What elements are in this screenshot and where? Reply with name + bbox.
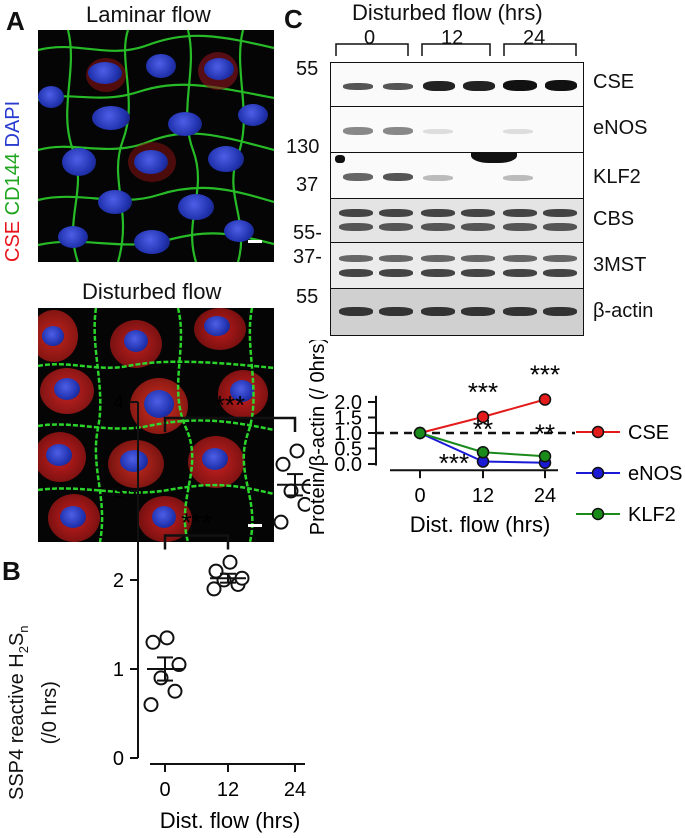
ylabel-sub1: 2 bbox=[16, 646, 31, 654]
x-axis-title: Dist. flow (hrs) bbox=[410, 512, 551, 537]
protein-label-enos: eNOS bbox=[593, 117, 648, 139]
data-point bbox=[171, 657, 187, 673]
sig-label-klf2-24: ** bbox=[535, 418, 555, 448]
blot-cse bbox=[330, 62, 584, 108]
data-point-cse bbox=[538, 393, 552, 406]
blot-klf2 bbox=[330, 152, 584, 200]
legend-marker-cse bbox=[591, 425, 605, 439]
blot-header: Disturbed flow (hrs) bbox=[352, 0, 543, 25]
sig-label-enos-12: *** bbox=[439, 448, 469, 478]
data-point bbox=[143, 697, 159, 713]
legend-label-cse: CSE bbox=[628, 422, 669, 444]
disturbed-junction-network bbox=[38, 308, 274, 542]
protein-label-klf2: KLF2 bbox=[593, 166, 641, 188]
timepoint-24-label: 24 bbox=[523, 27, 546, 49]
data-point bbox=[222, 554, 238, 570]
y-axis-title: Protein/β-actin (/ 0hrs) bbox=[307, 340, 329, 535]
x-axis-title: Dist. flow (hrs) bbox=[160, 808, 301, 833]
x-tick-label: 24 bbox=[534, 485, 556, 507]
blot-beta-actin bbox=[330, 288, 584, 336]
data-point bbox=[275, 456, 291, 472]
x-tick-label: 12 bbox=[472, 485, 494, 507]
data-point bbox=[159, 630, 175, 646]
legend-marker-enos bbox=[591, 466, 605, 480]
ylabel-line2: (/0 hrs) bbox=[39, 681, 61, 745]
panel-c-letter: C bbox=[284, 4, 303, 34]
ylabel-sub2: n bbox=[16, 625, 31, 633]
sig-bracket-0-24 bbox=[163, 416, 297, 433]
legend-label-enos: eNOS bbox=[628, 463, 682, 485]
y-tick-label: 2.0 bbox=[334, 392, 362, 414]
x-tick-label: 0 bbox=[414, 485, 425, 507]
mw-marker-beta-actin: 55 bbox=[296, 286, 319, 308]
x-tick-label: 12 bbox=[217, 779, 239, 801]
protein-label-beta-actin: β-actin bbox=[593, 300, 654, 322]
stain-cd144-label: CD144 bbox=[2, 153, 24, 216]
sig-label-0-12: *** bbox=[181, 508, 211, 538]
sig-label-cse-12: *** bbox=[468, 377, 498, 407]
data-point-klf2 bbox=[413, 426, 427, 440]
blot-cbs bbox=[330, 198, 584, 244]
x-tick-label: 24 bbox=[284, 779, 306, 801]
mw-marker-klf2: 37 bbox=[296, 174, 319, 196]
scale-bar-top bbox=[248, 240, 262, 243]
x-tick-label: 0 bbox=[159, 779, 170, 801]
y-tick-label: 4 bbox=[113, 392, 124, 414]
disturbed-flow-micrograph bbox=[38, 308, 274, 542]
stain-cse-label: CSE bbox=[2, 220, 24, 262]
protein-label-3mst: 3MST bbox=[593, 254, 647, 276]
blot-enos bbox=[330, 106, 584, 154]
data-point-cse bbox=[476, 410, 490, 424]
data-point bbox=[206, 581, 222, 597]
protein-label-cse: CSE bbox=[593, 71, 635, 93]
laminar-flow-title: Laminar flow bbox=[86, 2, 211, 27]
mw-marker-3mst: 37- bbox=[293, 246, 322, 268]
y-tick-label: 2 bbox=[113, 570, 124, 592]
laminar-flow-micrograph bbox=[38, 30, 274, 262]
data-point-klf2 bbox=[476, 445, 490, 459]
panel-b-letter: B bbox=[2, 556, 21, 586]
data-point bbox=[289, 443, 305, 459]
sig-label-klf2-12: ** bbox=[473, 414, 493, 444]
disturbed-flow-title: Disturbed flow bbox=[82, 279, 222, 304]
data-point bbox=[301, 479, 310, 495]
timepoint-0-label: 0 bbox=[364, 27, 376, 49]
mw-marker-cbs: 55- bbox=[293, 222, 322, 244]
data-point-klf2 bbox=[538, 450, 552, 463]
protein-label-cbs: CBS bbox=[593, 208, 635, 230]
timepoint-12-label: 12 bbox=[441, 27, 464, 49]
panel-a-letter: A bbox=[6, 6, 25, 36]
sig-bracket-0-12 bbox=[163, 534, 230, 550]
panel-c-line-chart: 0.00.51.01.52.0 0 12 24 Dist. flow (hrs) Prot… bbox=[307, 340, 682, 537]
y-tick-label: 1.0 bbox=[334, 423, 362, 445]
data-point bbox=[145, 634, 161, 650]
y-tick-label: 1.5 bbox=[334, 408, 362, 430]
ylabel-mid: S bbox=[6, 632, 28, 647]
data-point bbox=[297, 496, 310, 512]
y-tick-label: 0.5 bbox=[334, 439, 362, 461]
y-tick-label: 3 bbox=[113, 481, 124, 503]
sig-label-0-24: *** bbox=[215, 390, 245, 420]
scale-bar-bottom bbox=[248, 524, 262, 527]
sig-label-cse-24: *** bbox=[530, 360, 560, 390]
legend-marker-klf2 bbox=[591, 507, 605, 521]
mw-marker-enos: 130 bbox=[286, 136, 320, 158]
stain-dapi-label: DAPI bbox=[2, 100, 24, 148]
data-point bbox=[273, 514, 289, 530]
timepoint-brackets bbox=[335, 43, 577, 56]
y-tick-label: 0 bbox=[113, 748, 124, 770]
blot-3mst bbox=[330, 242, 584, 290]
y-tick-label: 1 bbox=[113, 659, 124, 681]
y-tick-label: 0.0 bbox=[334, 454, 362, 476]
legend-label-klf2: KLF2 bbox=[628, 504, 676, 526]
data-point bbox=[208, 563, 224, 579]
mw-marker-cse: 55 bbox=[296, 58, 319, 80]
ylabel-line1: SSP4 reactive H bbox=[6, 653, 28, 800]
data-point bbox=[167, 683, 183, 699]
